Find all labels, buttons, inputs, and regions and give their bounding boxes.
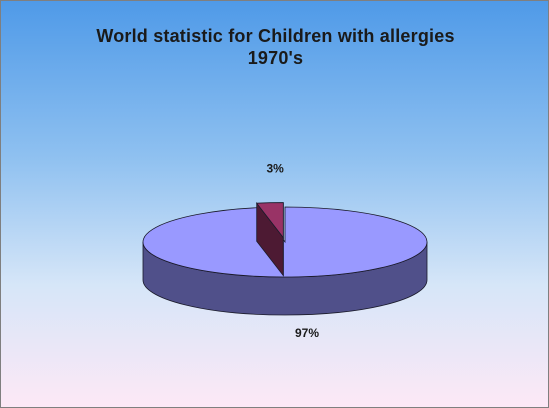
pie-slice-top-0 xyxy=(142,206,428,278)
chart-subtitle: 1970's xyxy=(247,48,304,68)
data-label-0: 97% xyxy=(295,326,319,340)
data-label-1: 3% xyxy=(266,162,284,176)
chart-title: World statistic for Children with allerg… xyxy=(96,26,455,46)
pie-slice-1 xyxy=(255,202,284,277)
pie-slice-0 xyxy=(142,206,428,316)
pie-slice-top-1 xyxy=(255,202,284,239)
